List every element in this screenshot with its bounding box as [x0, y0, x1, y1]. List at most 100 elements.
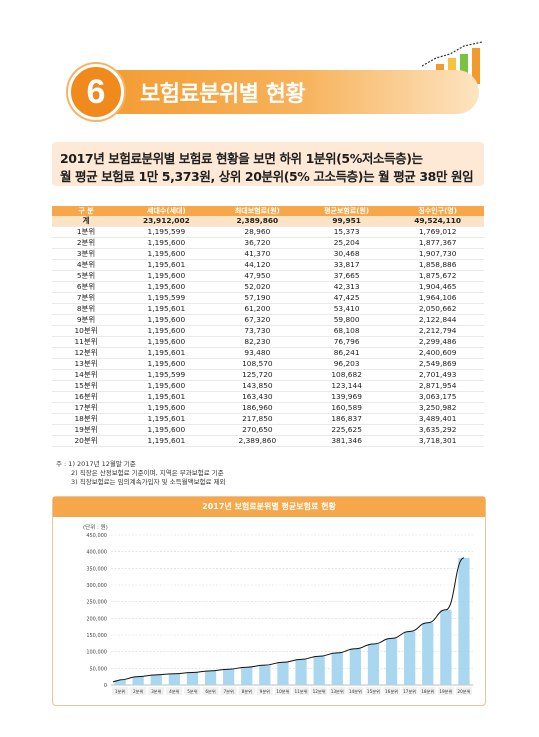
table-cell: 2,701,493 [391, 369, 484, 382]
table-cell: 1,195,601 [120, 303, 213, 316]
table-row: 14분위 1,195,599 125,720 108,682 2,701,493 [52, 369, 484, 382]
table-cell: 381,346 [301, 435, 392, 448]
table-cell: 143,850 [212, 380, 302, 393]
x-tick-box [419, 687, 436, 695]
x-tick-label: 8분위 [242, 688, 253, 695]
table-cell: 15분위 [52, 380, 120, 393]
x-tick-label: 1분위 [115, 688, 126, 695]
table-cell: 2,389,860 [212, 435, 302, 448]
table-row: 18분위 1,195,601 217,850 186,837 3,489,401 [52, 413, 484, 426]
table-cell: 4분위 [52, 259, 120, 272]
header-category: 구 분 [52, 206, 120, 216]
table-total-row: 계 23,912,002 2,389,860 99,951 49,524,110 [52, 216, 484, 228]
x-tick-label: 3분위 [151, 688, 162, 695]
chart-bar [313, 656, 325, 685]
table-cell: 42,313 [301, 281, 392, 294]
chart-bar [223, 669, 235, 685]
chart-bar [259, 665, 271, 685]
table-cell: 2,122,844 [391, 314, 484, 327]
x-tick-box [311, 687, 328, 695]
table-cell: 1,195,600 [120, 424, 213, 437]
y-tick-label: 100,000 [86, 650, 107, 656]
y-tick-label: 450,000 [86, 533, 107, 539]
x-tick-label: 7분위 [223, 688, 234, 695]
x-tick-label: 2분위 [133, 688, 144, 695]
section-number: 6 [86, 72, 106, 111]
table-cell: 11분위 [52, 336, 120, 349]
table-cell: 36,720 [212, 237, 302, 250]
table-cell: 1,904,465 [391, 281, 484, 294]
section-banner [82, 70, 479, 114]
table-cell: 25,204 [301, 237, 392, 250]
table-row: 19분위 1,195,600 270,650 225,625 3,635,292 [52, 424, 484, 437]
table-cell: 15,373 [301, 226, 392, 239]
table-cell: 76,796 [301, 336, 392, 349]
table-cell: 28,960 [212, 226, 302, 239]
summary-line-2: 월 평균 보험료 1만 5,373원, 상위 20분위(5% 고소득층)는 월 … [60, 169, 474, 184]
table-cell: 계 [52, 216, 120, 228]
table-row: 11분위 1,195,600 82,230 76,796 2,299,486 [52, 336, 484, 349]
table-cell: 1,875,672 [391, 270, 484, 283]
table-cell: 6분위 [52, 281, 120, 294]
x-tick-box [184, 687, 201, 695]
table-cell: 1,195,599 [120, 369, 213, 382]
table-row: 7분위 1,195,599 57,190 47,425 1,964,106 [52, 292, 484, 305]
table-cell: 2,299,486 [391, 336, 484, 349]
trend-line [112, 557, 465, 683]
table-row: 8분위 1,195,601 61,200 53,410 2,050,662 [52, 303, 484, 316]
x-tick-label: 9분위 [260, 688, 271, 695]
table-cell: 20분위 [52, 435, 120, 448]
table-cell: 2분위 [52, 237, 120, 250]
table-cell: 59,800 [301, 314, 392, 327]
table-cell: 1,195,600 [120, 402, 213, 415]
x-tick-box [383, 687, 400, 695]
table-cell: 3분위 [52, 248, 120, 261]
table-cell: 53,410 [301, 303, 392, 316]
table-cell: 108,682 [301, 369, 392, 382]
table-cell: 19분위 [52, 424, 120, 437]
table-cell: 13분위 [52, 358, 120, 371]
table-cell: 3,718,301 [391, 435, 484, 448]
table-cell: 7분위 [52, 292, 120, 305]
table-cell: 93,480 [212, 347, 302, 360]
table-cell: 1,195,600 [120, 270, 213, 283]
x-tick-label: 4분위 [169, 688, 180, 695]
table-cell: 1,195,600 [120, 248, 213, 261]
table-cell: 1,858,886 [391, 259, 484, 272]
chart-bar [241, 667, 253, 685]
x-tick-box [202, 687, 219, 695]
table-row: 4분위 1,195,601 44,120 33,817 1,858,886 [52, 259, 484, 272]
table-cell: 14분위 [52, 369, 120, 382]
table-row: 2분위 1,195,600 36,720 25,204 1,877,367 [52, 237, 484, 250]
note-1: 주 : 1) 2017년 12월말 기준 [56, 460, 136, 468]
x-tick-label: 18분위 [421, 688, 434, 695]
premium-table: 구 분 세대수(세대) 최대보험료(원) 평균보험료(원) 징수인구(명) 계 … [52, 206, 484, 448]
table-cell: 2,871,954 [391, 380, 484, 393]
table-row: 5분위 1,195,600 47,950 37,665 1,875,672 [52, 270, 484, 283]
y-tick-label: 150,000 [86, 633, 107, 639]
table-cell: 41,370 [212, 248, 302, 261]
table-cell: 17분위 [52, 402, 120, 415]
table-cell: 67,320 [212, 314, 302, 327]
x-tick-label: 12분위 [313, 688, 326, 695]
table-cell: 1,195,600 [120, 336, 213, 349]
table-cell: 225,625 [301, 424, 392, 437]
y-tick-label: 400,000 [86, 550, 107, 556]
chart-bar [367, 643, 380, 685]
table-cell: 1분위 [52, 226, 120, 239]
header-population: 징수인구(명) [391, 206, 484, 216]
table-row: 9분위 1,195,600 67,320 59,800 2,122,844 [52, 314, 484, 327]
y-tick-label: 0 [104, 683, 107, 689]
table-cell: 2,212,794 [391, 325, 484, 338]
x-tick-box [365, 687, 382, 695]
table-cell: 10분위 [52, 325, 120, 338]
x-tick-box [238, 687, 255, 695]
table-cell: 1,195,600 [120, 314, 213, 327]
table-cell: 186,960 [212, 402, 302, 415]
table-cell: 1,195,599 [120, 292, 213, 305]
y-tick-label: 350,000 [86, 566, 107, 572]
x-tick-box [220, 687, 237, 695]
chart-panel: 2017년 보험료분위별 평균보험료 현황 (단위 : 원) 0 50,000 100… [52, 496, 486, 706]
table-row: 13분위 1,195,600 108,570 96,203 2,549,869 [52, 358, 484, 371]
table-cell: 12분위 [52, 347, 120, 360]
